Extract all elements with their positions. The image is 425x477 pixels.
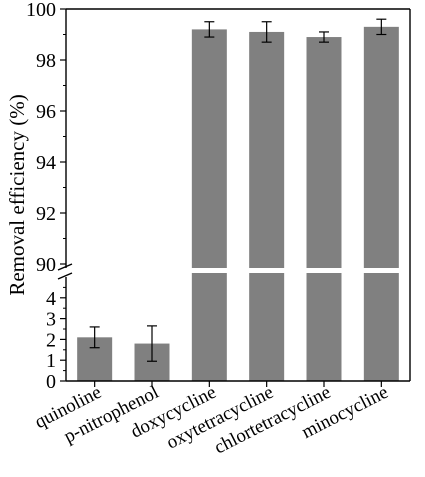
y-tick-label-4: 4: [46, 288, 56, 310]
x-labels-group: quinolinep-nitrophenoldoxycyclineoxytetr…: [31, 382, 391, 459]
y-tick-label-98: 98: [36, 50, 56, 72]
y-tick-label-1: 1: [46, 350, 56, 372]
y-tick-label-2: 2: [46, 329, 56, 351]
axis-break-mark-lower: [57, 272, 73, 280]
bar-upper-doxycycline: [191, 29, 227, 269]
bar-upper-oxytetracycline: [249, 31, 285, 269]
axes-group: [57, 8, 411, 387]
y-tick-label-3: 3: [46, 309, 56, 331]
bars-group: [77, 26, 399, 381]
bar-upper-chlortetracycline: [306, 37, 342, 268]
bar-lower-chlortetracycline: [306, 273, 342, 381]
y-tick-label-100: 100: [26, 0, 56, 21]
y-tick-label-96: 96: [36, 101, 56, 123]
bar-lower-minocycline: [363, 273, 399, 381]
y-tick-label-92: 92: [36, 203, 56, 225]
y-tick-label-0: 0: [46, 371, 56, 393]
bar-lower-doxycycline: [191, 273, 227, 381]
error-bars-group: [89, 18, 387, 362]
bar-upper-minocycline: [363, 26, 399, 268]
y-tick-label-94: 94: [36, 152, 56, 174]
bar-lower-oxytetracycline: [249, 273, 285, 381]
y-tick-label-90: 90: [36, 254, 56, 276]
y-axis-title: Removal efficiency (%): [5, 94, 29, 295]
axis-break-mark-upper: [57, 263, 73, 271]
